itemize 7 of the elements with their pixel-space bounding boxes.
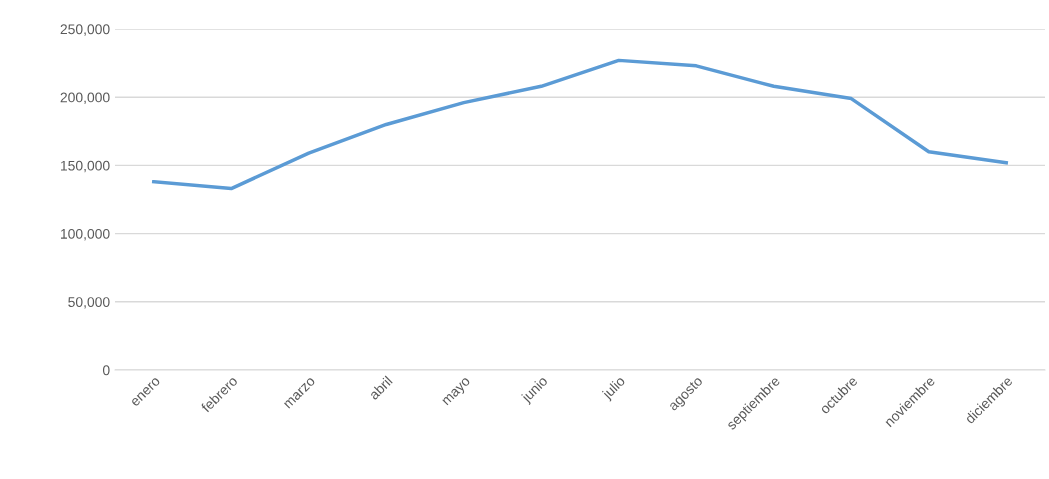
y-tick-label: 100,000 xyxy=(61,228,110,241)
y-tick-label: 200,000 xyxy=(60,92,110,105)
y-tick-label: 250,000 xyxy=(60,24,110,36)
y-tick-label: 50,000 xyxy=(68,297,110,309)
line-series xyxy=(152,58,1008,191)
y-tick-label: 0 xyxy=(102,365,110,376)
y-tick-label: 150,000 xyxy=(61,160,110,173)
